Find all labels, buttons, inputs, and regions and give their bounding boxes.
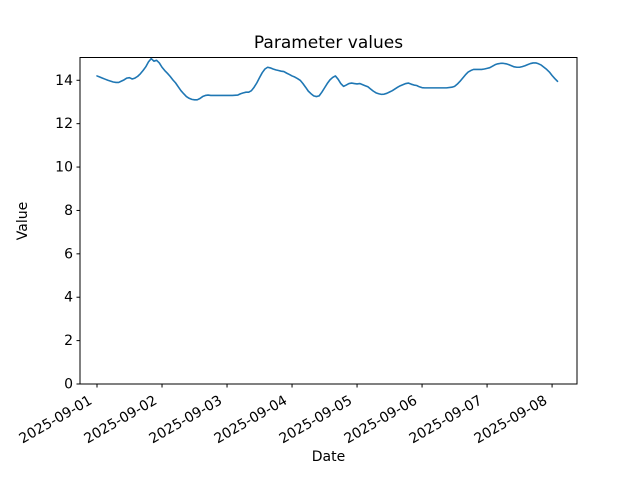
y-axis-label: Value xyxy=(15,201,31,241)
y-tick-label: 2 xyxy=(64,333,73,349)
y-tick-label: 14 xyxy=(55,73,73,89)
x-axis-label: Date xyxy=(311,449,346,465)
y-tick-label: 6 xyxy=(64,246,73,262)
y-tick-label: 12 xyxy=(55,116,73,132)
chart-title: Parameter values xyxy=(253,33,404,53)
x-tick-label: 2025-09-05 xyxy=(277,393,355,448)
x-tick-label: 2025-09-07 xyxy=(407,393,485,448)
x-tick-label: 2025-09-01 xyxy=(17,393,95,448)
y-tick-label: 0 xyxy=(64,377,73,393)
x-tick-label: 2025-09-08 xyxy=(472,393,550,448)
y-tick-label: 10 xyxy=(55,160,73,176)
x-tick-label: 2025-09-04 xyxy=(212,393,291,448)
y-tick-label: 8 xyxy=(64,203,73,219)
plot-border xyxy=(79,57,578,385)
data-line xyxy=(96,57,559,101)
x-tick-label: 2025-09-02 xyxy=(82,393,160,448)
y-tick-label: 4 xyxy=(64,290,73,306)
x-tick-label: 2025-09-03 xyxy=(147,393,225,448)
x-tick-label: 2025-09-06 xyxy=(342,393,421,448)
